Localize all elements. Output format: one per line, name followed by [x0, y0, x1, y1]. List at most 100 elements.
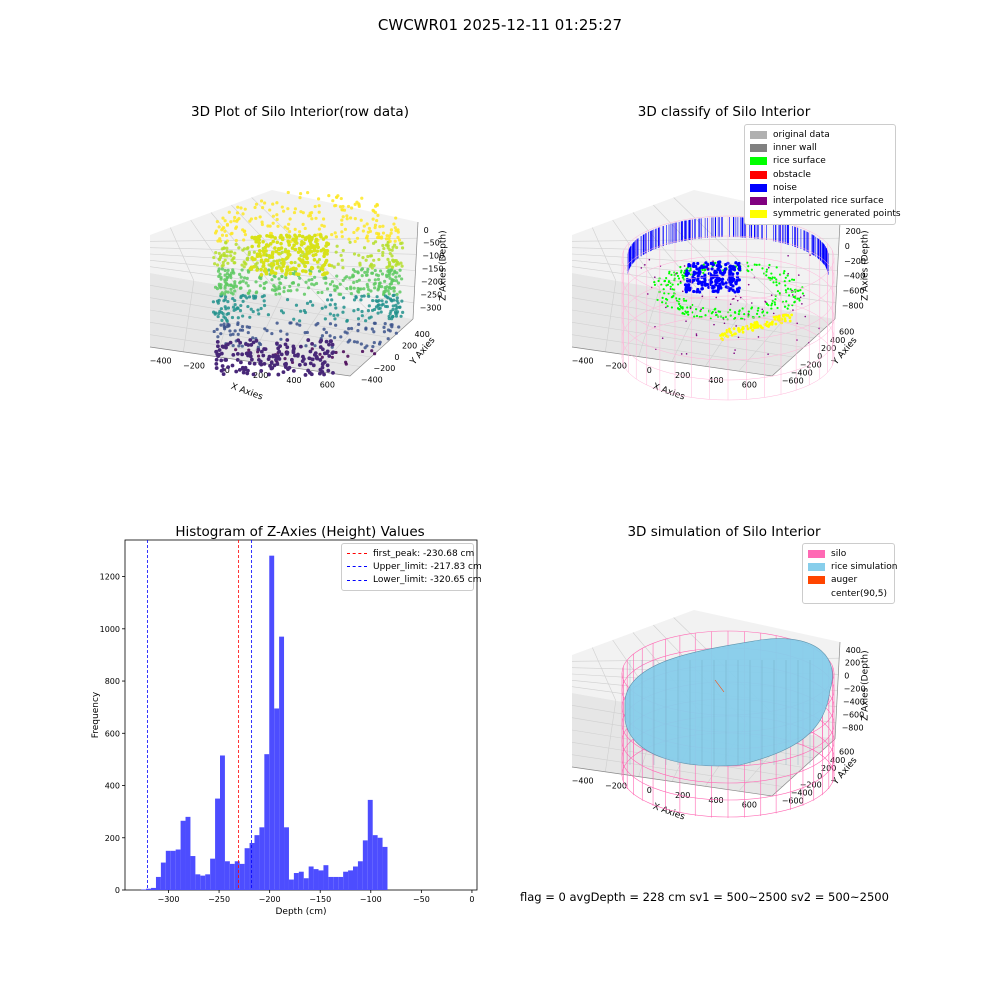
- histogram-bar: [170, 850, 176, 890]
- legend-item-symmetric: symmetric generated points: [750, 208, 901, 221]
- data-point: [259, 369, 264, 373]
- noise-point: [738, 268, 742, 272]
- data-point: [348, 276, 352, 280]
- data-point: [332, 265, 336, 269]
- data-point: [396, 235, 400, 240]
- data-point: [233, 303, 237, 307]
- data-point: [243, 365, 248, 370]
- data-point: [293, 353, 297, 358]
- data-point: [252, 236, 257, 241]
- data-point: [228, 329, 232, 333]
- data-point: [287, 230, 292, 234]
- data-point: [373, 286, 377, 290]
- data-point: [395, 292, 399, 296]
- data-point: [335, 244, 339, 248]
- data-point: [234, 226, 238, 231]
- data-point: [231, 305, 236, 309]
- noise-point: [692, 272, 696, 277]
- data-point: [326, 242, 330, 247]
- data-point: [285, 350, 290, 355]
- data-point: [240, 365, 245, 370]
- rice-surface-point: [768, 263, 771, 267]
- data-point: [240, 324, 245, 329]
- noise-point: [697, 280, 702, 284]
- interpolated-point: [695, 333, 698, 335]
- data-point: [280, 274, 284, 279]
- data-point: [217, 225, 221, 229]
- data-point: [275, 213, 279, 217]
- data-point: [260, 206, 265, 210]
- data-point: [217, 258, 222, 262]
- noise-point: [684, 288, 688, 292]
- data-point: [375, 295, 379, 299]
- data-point: [394, 216, 398, 220]
- interpolated-point: [715, 311, 717, 314]
- x-tick-label: 0: [647, 366, 652, 375]
- y-tick-label: 600: [839, 328, 854, 337]
- data-point: [262, 361, 267, 366]
- data-point: [333, 317, 337, 321]
- legend-label: obstacle: [773, 169, 811, 180]
- data-point: [371, 241, 376, 245]
- legend-item-auger: auger: [808, 574, 889, 587]
- data-point: [394, 303, 398, 308]
- x-tick-label: 200: [253, 371, 268, 380]
- noise-point: [711, 263, 715, 267]
- data-point: [324, 351, 329, 356]
- data-point: [295, 288, 299, 292]
- data-point: [240, 352, 245, 357]
- symmetric-point: [749, 326, 753, 330]
- data-point: [340, 258, 344, 262]
- data-point: [400, 241, 404, 245]
- data-point: [219, 323, 223, 327]
- data-point: [237, 246, 241, 250]
- data-point: [325, 298, 330, 302]
- data-point: [272, 259, 276, 263]
- data-point: [246, 304, 250, 309]
- interpolated-point: [809, 254, 811, 256]
- data-point: [271, 239, 276, 244]
- interpolated-point: [695, 334, 698, 337]
- data-point: [320, 334, 325, 338]
- data-point: [335, 195, 339, 199]
- data-point: [385, 234, 389, 238]
- data-point: [268, 224, 272, 228]
- data-point: [256, 347, 261, 352]
- interpolated-point: [644, 264, 646, 266]
- rice-surface-point: [704, 314, 707, 317]
- data-point: [339, 196, 343, 201]
- data-point: [310, 357, 315, 362]
- histogram-bar: [205, 874, 211, 890]
- legend-swatch: [750, 143, 767, 152]
- data-point: [366, 285, 370, 289]
- data-point: [360, 294, 364, 298]
- data-point: [283, 249, 288, 254]
- interpolated-point: [701, 295, 704, 298]
- data-point: [357, 253, 361, 257]
- data-point: [334, 235, 338, 239]
- data-point: [280, 236, 285, 240]
- data-point: [313, 204, 317, 209]
- z-tick-label: −600: [842, 710, 864, 719]
- data-point: [301, 211, 305, 215]
- rice-surface-point: [753, 263, 756, 266]
- y-tick-label: −200: [800, 360, 822, 369]
- interpolated-point: [803, 294, 805, 297]
- data-point: [386, 257, 390, 261]
- data-point: [363, 270, 367, 274]
- data-point: [366, 254, 370, 259]
- data-point: [392, 222, 396, 226]
- data-point: [283, 365, 288, 370]
- data-point: [226, 268, 230, 272]
- data-point: [331, 370, 335, 375]
- histogram-bar: [343, 871, 349, 890]
- x-tick-label: 200: [675, 791, 690, 800]
- data-point: [246, 343, 251, 347]
- data-point: [318, 358, 323, 362]
- data-point: [347, 237, 351, 241]
- legend-label: noise: [773, 182, 797, 193]
- rice-surface-point: [734, 316, 737, 320]
- rice-surface-point: [670, 273, 673, 276]
- data-point: [313, 351, 318, 356]
- data-point: [392, 278, 396, 283]
